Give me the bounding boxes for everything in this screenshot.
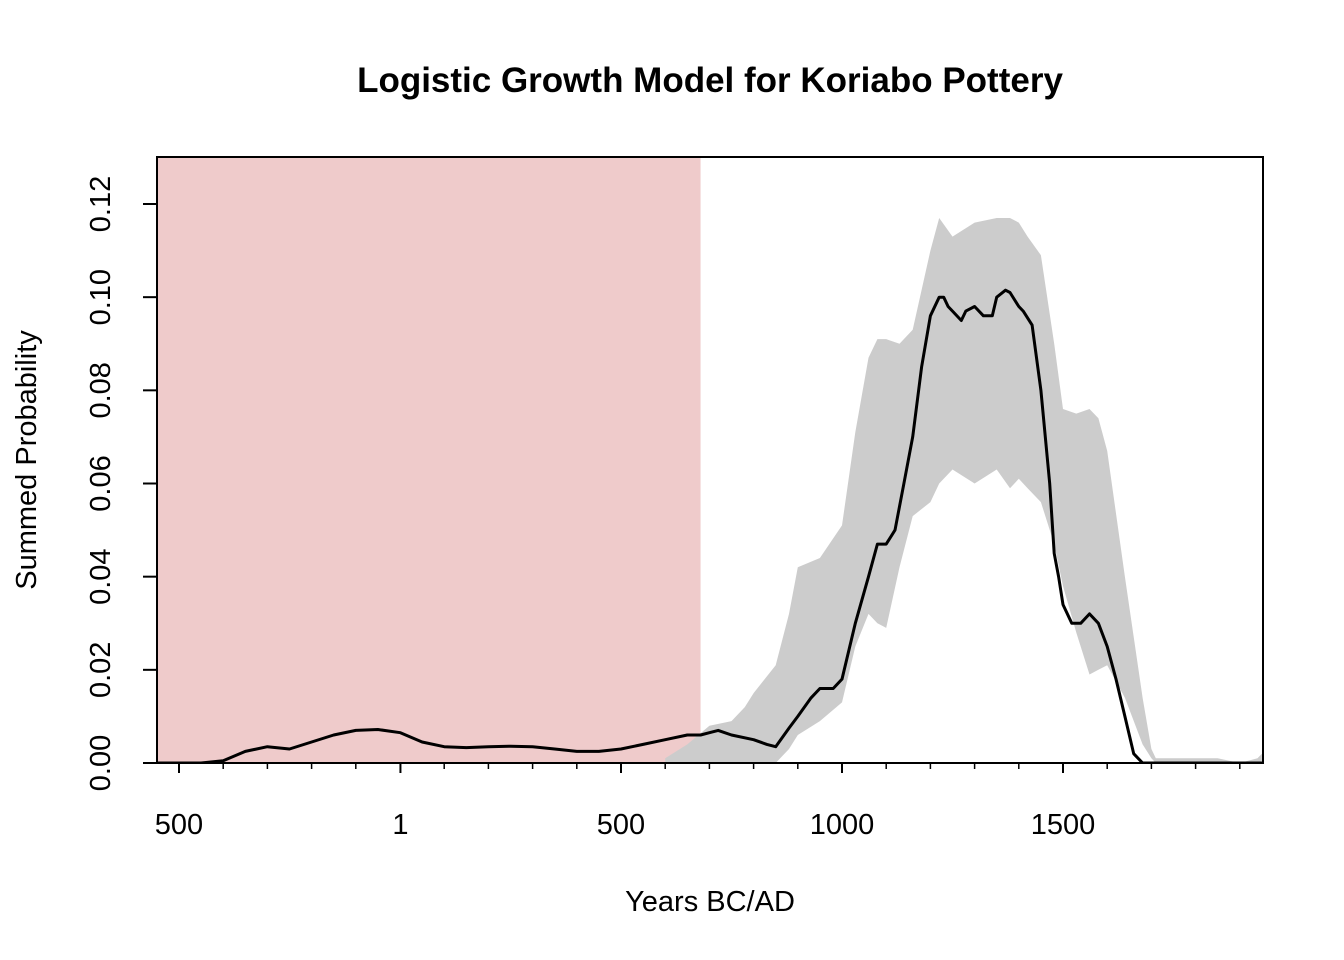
x-axis-label: Years BC/AD [625, 886, 795, 918]
y-tick-label: 0.00 [85, 735, 117, 791]
y-tick-label: 0.08 [85, 362, 117, 418]
plot-inner [157, 157, 1262, 763]
x-tick-label: 500 [597, 809, 645, 841]
y-tick-label: 0.06 [85, 455, 117, 511]
y-tick-label: 0.10 [85, 269, 117, 325]
x-axis: 500 1 500 1000 1500 [155, 763, 1241, 841]
plot-area [157, 157, 1262, 763]
summed-probability-line [157, 288, 1262, 763]
confidence-envelope [665, 218, 1262, 763]
y-tick-label: 0.12 [85, 176, 117, 232]
y-tick-label: 0.04 [85, 548, 117, 604]
x-tick-label: 1500 [1031, 809, 1096, 841]
x-tick-label: 1 [392, 809, 408, 841]
y-axis-label: Summed Probability [11, 330, 43, 590]
y-tick-label: 0.02 [85, 642, 117, 698]
y-axis: 0.00 0.02 0.04 0.06 0.08 0.10 0.12 [85, 176, 157, 791]
chart-title: Logistic Growth Model for Koriabo Potter… [357, 61, 1063, 100]
shaded-region [157, 157, 701, 763]
x-tick-label: 500 [155, 809, 203, 841]
x-tick-label: 1000 [810, 809, 875, 841]
